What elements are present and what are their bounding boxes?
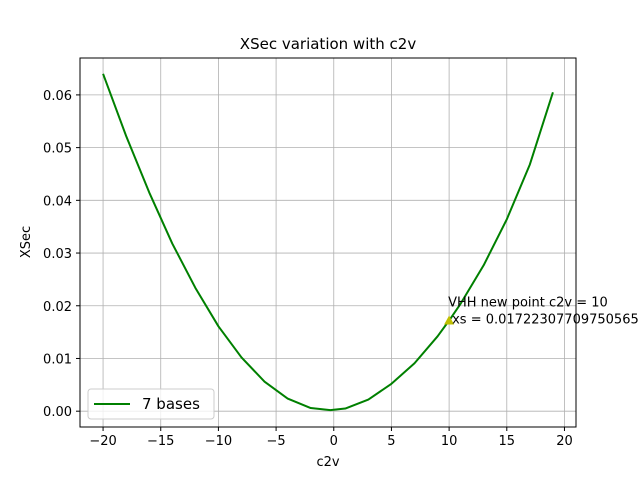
y-axis-label: XSec: [19, 226, 34, 258]
x-tick-label: 20: [556, 434, 573, 449]
x-tick-label: −10: [205, 434, 232, 449]
new-point-marker: [444, 315, 455, 325]
x-tick-label: 15: [499, 434, 516, 449]
annotation-line-1: VHH new point c2v = 10: [448, 296, 608, 311]
x-tick-label: −5: [267, 434, 286, 449]
x-tick-label: 10: [441, 434, 458, 449]
x-tick-label: 5: [387, 434, 395, 449]
plot-area-frame: [79, 57, 577, 428]
annotation-line-2: xs = 0.01722307709750565: [452, 313, 639, 328]
y-tick-label: 0.04: [43, 194, 72, 209]
x-axis-ticks: −20 −15 −10 −5 0 5 10 15 20: [89, 427, 573, 449]
x-axis-label: c2v: [316, 455, 339, 470]
legend-label-7-bases: 7 bases: [142, 395, 200, 413]
y-tick-label: 0.01: [43, 352, 72, 367]
series-line-7-bases: [102, 73, 554, 412]
y-tick-label: 0.06: [43, 89, 72, 104]
x-tick-label: 0: [330, 434, 338, 449]
annotation: VHH new point c2v = 10 xs = 0.0172230770…: [444, 296, 639, 328]
legend: 7 bases: [87, 388, 215, 420]
y-tick-label: 0.05: [43, 142, 72, 157]
y-axis-ticks: 0.00 0.01 0.02 0.03 0.04 0.05 0.06: [43, 89, 80, 420]
y-tick-label: 0.02: [43, 300, 72, 315]
y-tick-label: 0.00: [43, 405, 72, 420]
series-layer: [102, 73, 554, 412]
x-tick-label: −20: [89, 434, 116, 449]
x-tick-label: −15: [147, 434, 174, 449]
legend-box: [87, 388, 215, 420]
grid: [80, 58, 576, 427]
chart-title: XSec variation with c2v: [240, 35, 417, 53]
y-tick-label: 0.03: [43, 247, 72, 262]
